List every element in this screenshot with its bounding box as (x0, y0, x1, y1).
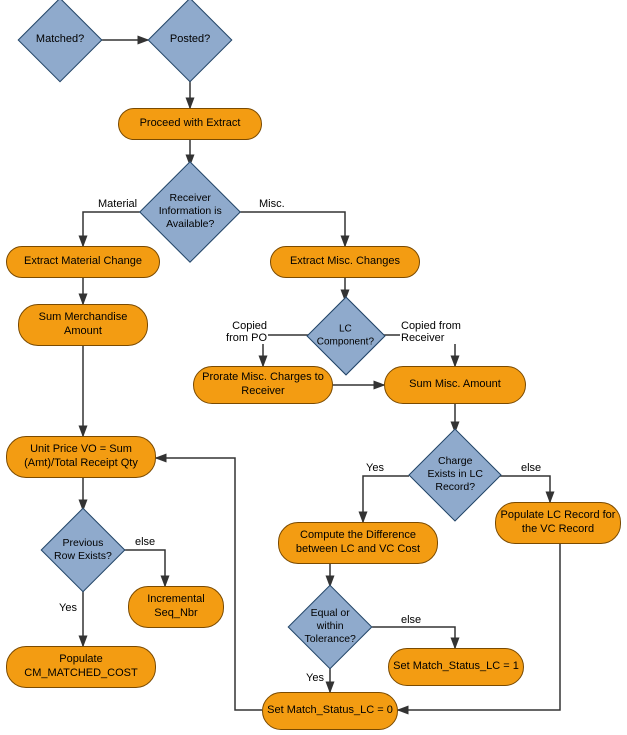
node-charge-exists-label: Charge Exists in LC Record? (423, 455, 487, 494)
node-posted: Posted? (148, 0, 233, 82)
node-extract-misc: Extract Misc. Changes (270, 246, 420, 278)
node-extract-material: Extract Material Change (6, 246, 160, 278)
edge-label-else-tol: else (400, 614, 422, 626)
node-charge-exists: Charge Exists in LC Record? (408, 428, 501, 521)
node-set-0: Set Match_Status_LC = 0 (262, 692, 398, 730)
node-sum-misc: Sum Misc. Amount (384, 366, 526, 404)
edge-label-else-prev: else (134, 536, 156, 548)
edge-label-yes-charge: Yes (365, 462, 385, 474)
node-eq-tol-label: Equal or within Tolerance? (301, 607, 359, 646)
node-populate-cm: Populate CM_MATCHED_COST (6, 646, 156, 688)
node-unit-price: Unit Price VO = Sum (Amt)/Total Receipt … (6, 436, 156, 478)
node-proceed: Proceed with Extract (118, 108, 262, 140)
node-prev-row-label: Previous Row Exists? (54, 537, 112, 563)
edge-label-copied-po: Copied from PO (218, 320, 268, 344)
node-matched: Matched? (18, 0, 103, 82)
node-set-1: Set Match_Status_LC = 1 (388, 648, 524, 686)
edge-label-material: Material (97, 198, 138, 210)
node-eq-tol: Equal or within Tolerance? (288, 585, 373, 670)
node-populate-lc-vc: Populate LC Record for the VC Record (495, 502, 621, 544)
node-prorate: Prorate Misc. Charges to Receiver (193, 366, 333, 404)
node-incr-seq: Incremental Seq_Nbr (128, 586, 224, 628)
node-lc-component-label: LC Component? (317, 324, 374, 349)
node-receiver-info: Receiver Information is Available? (139, 161, 241, 263)
edge-label-misc: Misc. (258, 198, 286, 210)
edge-label-yes-prev: Yes (58, 602, 78, 614)
node-compute-diff: Compute the Difference between LC and VC… (278, 522, 438, 564)
node-matched-label: Matched? (31, 33, 89, 47)
node-prev-row: Previous Row Exists? (41, 508, 126, 593)
node-sum-merch: Sum Merchandise Amount (18, 304, 148, 346)
node-posted-label: Posted? (161, 33, 219, 47)
edge-label-else-charge: else (520, 462, 542, 474)
node-receiver-info-label: Receiver Information is Available? (155, 192, 225, 231)
edge-label-copied-recv: Copied from Receiver (400, 320, 476, 344)
node-lc-component: LC Component? (306, 296, 385, 375)
edge-label-yes-tol: Yes (305, 672, 325, 684)
